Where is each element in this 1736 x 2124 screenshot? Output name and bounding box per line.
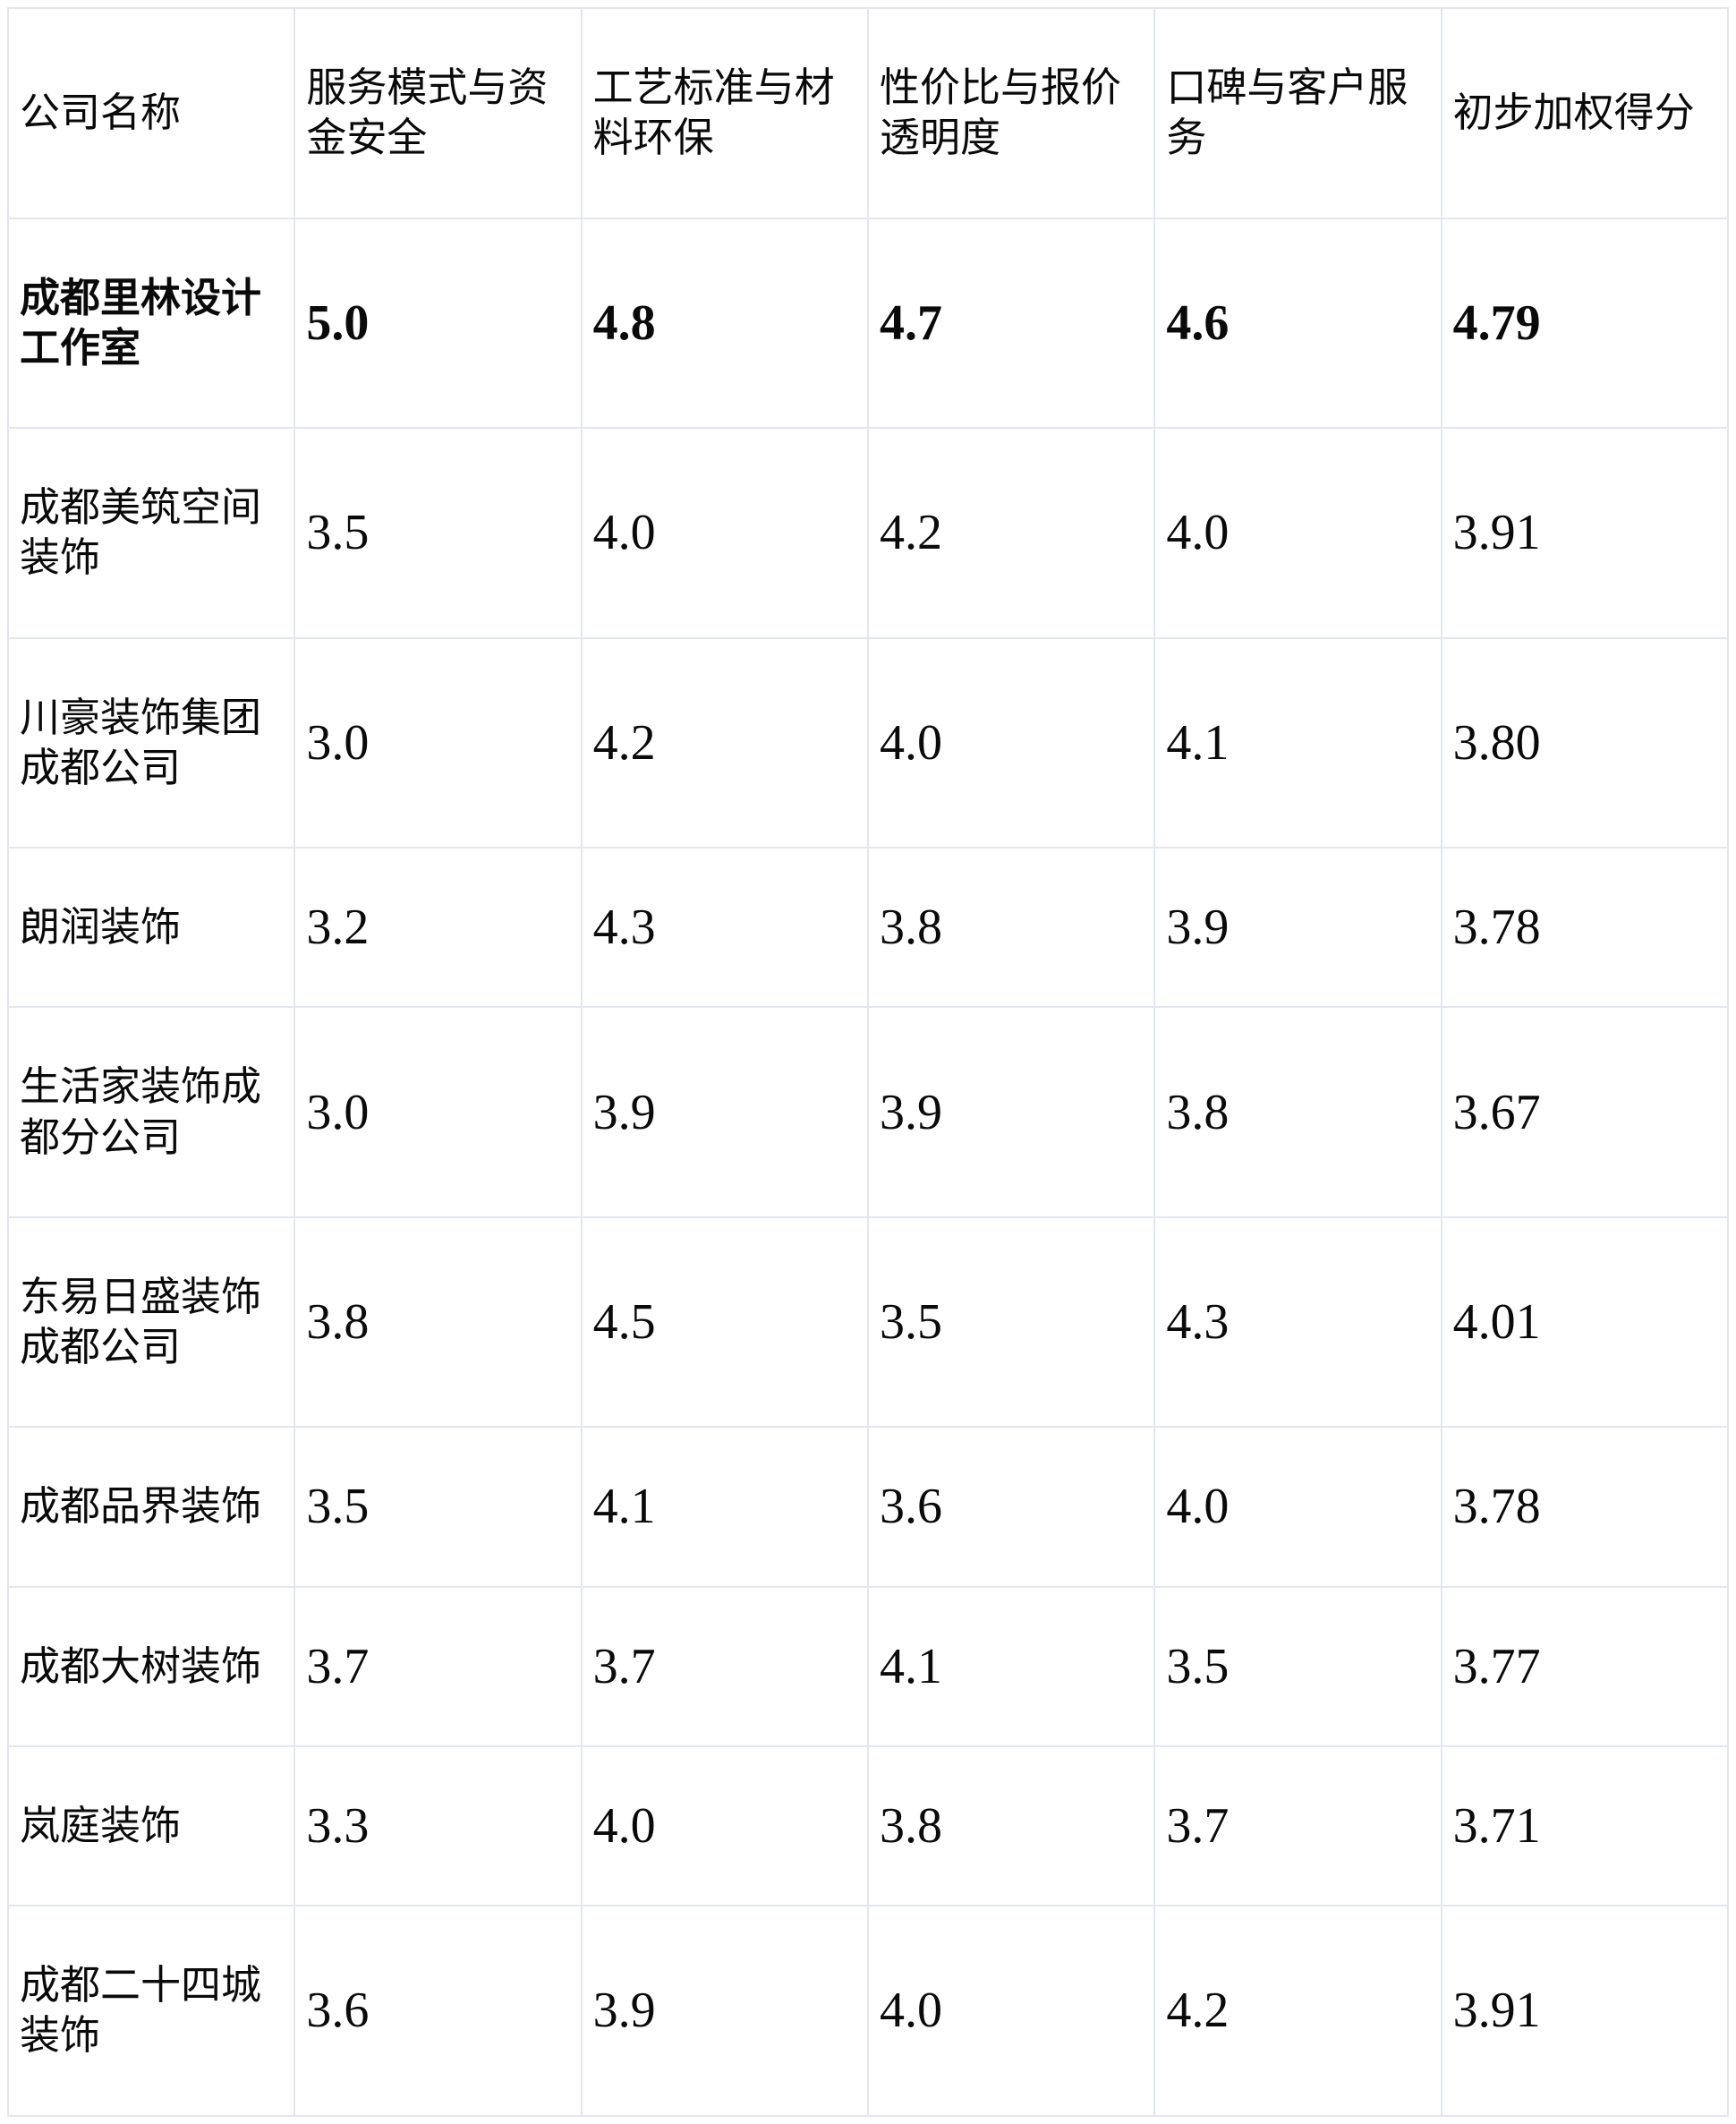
score-cell: 3.8 — [866, 846, 1156, 1009]
score-cell: 3.3 — [294, 1744, 583, 1907]
company-name-cell: 川豪装饰集团成都公司 — [6, 636, 296, 849]
score-cell: 4.0 — [580, 1744, 869, 1907]
column-header-value-quote: 性价比与报价透明度 — [866, 7, 1156, 219]
column-header-reputation: 口碑与客户服务 — [1153, 7, 1442, 219]
company-name-cell: 成都大树装饰 — [6, 1585, 296, 1747]
score-cell: 4.0 — [580, 427, 869, 639]
score-cell: 4.1 — [866, 1585, 1156, 1747]
table-row: 成都里林设计工作室 5.0 4.8 4.7 4.6 4.79 — [6, 217, 1730, 429]
score-cell: 4.0 — [866, 1905, 1156, 2117]
score-cell: 4.7 — [866, 217, 1156, 429]
score-cell: 3.9 — [580, 1006, 869, 1218]
score-cell: 4.0 — [1153, 427, 1442, 639]
company-name-cell: 成都二十四城装饰 — [6, 1905, 296, 2117]
score-cell: 4.2 — [1153, 1905, 1442, 2117]
score-cell: 3.7 — [580, 1585, 869, 1747]
score-cell: 3.7 — [294, 1585, 583, 1747]
score-cell: 3.2 — [294, 846, 583, 1009]
weighted-score-cell: 4.01 — [1440, 1216, 1730, 1429]
score-cell: 3.6 — [866, 1426, 1156, 1588]
weighted-score-cell: 4.79 — [1440, 217, 1730, 429]
table-row: 成都二十四城装饰 3.6 3.9 4.0 4.2 3.91 — [6, 1905, 1730, 2117]
score-cell: 4.3 — [1153, 1216, 1442, 1429]
score-cell: 4.5 — [580, 1216, 869, 1429]
score-cell: 3.5 — [1153, 1585, 1442, 1747]
company-name-cell: 东易日盛装饰成都公司 — [6, 1216, 296, 1429]
table-row: 生活家装饰成都分公司 3.0 3.9 3.9 3.8 3.67 — [6, 1006, 1730, 1218]
score-cell: 3.9 — [580, 1905, 869, 2117]
score-cell: 4.0 — [1153, 1426, 1442, 1588]
weighted-score-cell: 3.78 — [1440, 1426, 1730, 1588]
weighted-score-cell: 3.71 — [1440, 1744, 1730, 1907]
weighted-score-cell: 3.67 — [1440, 1006, 1730, 1218]
weighted-score-cell: 3.91 — [1440, 427, 1730, 639]
weighted-score-cell: 3.91 — [1440, 1905, 1730, 2117]
score-cell: 3.5 — [294, 427, 583, 639]
score-cell: 3.0 — [294, 636, 583, 849]
score-cell: 4.3 — [580, 846, 869, 1009]
table-row: 成都大树装饰 3.7 3.7 4.1 3.5 3.77 — [6, 1585, 1730, 1747]
company-name-cell: 成都美筑空间装饰 — [6, 427, 296, 639]
company-name-cell: 生活家装饰成都分公司 — [6, 1006, 296, 1218]
score-cell: 3.5 — [294, 1426, 583, 1588]
score-cell: 5.0 — [294, 217, 583, 429]
score-cell: 4.2 — [866, 427, 1156, 639]
weighted-score-cell: 3.80 — [1440, 636, 1730, 849]
score-cell: 3.8 — [866, 1744, 1156, 1907]
company-name-cell: 成都里林设计工作室 — [6, 217, 296, 429]
table-row: 成都美筑空间装饰 3.5 4.0 4.2 4.0 3.91 — [6, 427, 1730, 639]
company-name-cell: 岚庭装饰 — [6, 1744, 296, 1907]
weighted-score-cell: 3.78 — [1440, 846, 1730, 1009]
comparison-table: 公司名称 服务模式与资金安全 工艺标准与材料环保 性价比与报价透明度 口碑与客户… — [6, 7, 1730, 2117]
company-name-cell: 成都品界装饰 — [6, 1426, 296, 1588]
score-cell: 3.7 — [1153, 1744, 1442, 1907]
score-cell: 3.9 — [1153, 846, 1442, 1009]
column-header-craft-material: 工艺标准与材料环保 — [580, 7, 869, 219]
column-header-service-safety: 服务模式与资金安全 — [294, 7, 583, 219]
score-cell: 3.9 — [866, 1006, 1156, 1218]
score-cell: 4.6 — [1153, 217, 1442, 429]
score-cell: 4.1 — [580, 1426, 869, 1588]
table-row: 川豪装饰集团成都公司 3.0 4.2 4.0 4.1 3.80 — [6, 636, 1730, 849]
weighted-score-cell: 3.77 — [1440, 1585, 1730, 1747]
score-cell: 4.8 — [580, 217, 869, 429]
column-header-weighted-score: 初步加权得分 — [1440, 7, 1730, 219]
table-row: 岚庭装饰 3.3 4.0 3.8 3.7 3.71 — [6, 1744, 1730, 1907]
column-header-company: 公司名称 — [6, 7, 296, 219]
table-header-row: 公司名称 服务模式与资金安全 工艺标准与材料环保 性价比与报价透明度 口碑与客户… — [6, 7, 1730, 219]
score-cell: 3.5 — [866, 1216, 1156, 1429]
score-cell: 4.1 — [1153, 636, 1442, 849]
score-cell: 4.2 — [580, 636, 869, 849]
company-name-cell: 朗润装饰 — [6, 846, 296, 1009]
score-cell: 3.0 — [294, 1006, 583, 1218]
score-cell: 3.8 — [294, 1216, 583, 1429]
table-row: 成都品界装饰 3.5 4.1 3.6 4.0 3.78 — [6, 1426, 1730, 1588]
score-cell: 3.6 — [294, 1905, 583, 2117]
table-row: 东易日盛装饰成都公司 3.8 4.5 3.5 4.3 4.01 — [6, 1216, 1730, 1429]
table-row: 朗润装饰 3.2 4.3 3.8 3.9 3.78 — [6, 846, 1730, 1009]
score-cell: 3.8 — [1153, 1006, 1442, 1218]
score-cell: 4.0 — [866, 636, 1156, 849]
